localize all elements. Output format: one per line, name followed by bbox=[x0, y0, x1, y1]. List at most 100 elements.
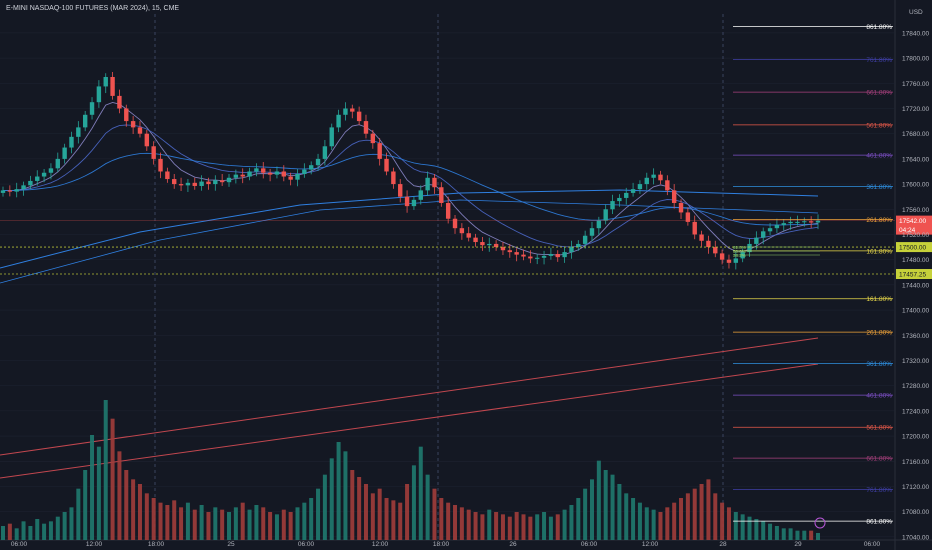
price-level-label: 17542.00 bbox=[899, 218, 926, 225]
volume-bar bbox=[220, 509, 225, 540]
candle bbox=[96, 86, 102, 103]
candle bbox=[493, 243, 499, 248]
candle bbox=[370, 133, 376, 144]
volume-bar bbox=[589, 479, 594, 540]
volume-bar bbox=[144, 493, 149, 540]
candle bbox=[815, 220, 821, 223]
candle bbox=[624, 192, 629, 198]
volume-bar bbox=[596, 460, 601, 540]
candle bbox=[240, 174, 245, 177]
candle bbox=[521, 254, 526, 257]
candle bbox=[82, 114, 88, 128]
volume-bar bbox=[542, 512, 547, 540]
fib-label: 861.80% bbox=[866, 24, 892, 31]
candle bbox=[651, 174, 656, 178]
y-tick-label: 17760.00 bbox=[902, 81, 929, 88]
volume-bar bbox=[446, 502, 451, 540]
fib-label: 761.80% bbox=[866, 57, 892, 64]
candle bbox=[213, 180, 218, 185]
candle bbox=[802, 221, 807, 223]
volume-bar bbox=[14, 528, 19, 540]
candles bbox=[0, 71, 821, 270]
candle bbox=[302, 169, 307, 175]
candle bbox=[699, 234, 704, 241]
candle bbox=[439, 187, 444, 203]
volume-bar bbox=[48, 521, 53, 540]
candle bbox=[35, 176, 40, 181]
volume-bar bbox=[213, 507, 218, 540]
fib-label: 561.80% bbox=[866, 425, 892, 432]
chart-title: E-MINI NASDAQ-100 FUTURES (MAR 2024), 15… bbox=[6, 5, 180, 12]
volume-bar bbox=[261, 507, 266, 540]
candle bbox=[541, 255, 547, 258]
candle bbox=[21, 185, 26, 190]
candle bbox=[89, 102, 95, 115]
candle bbox=[418, 190, 423, 200]
volume-bar bbox=[350, 470, 355, 540]
y-tick-label: 17560.00 bbox=[902, 207, 929, 214]
candle bbox=[356, 111, 362, 122]
candle bbox=[767, 228, 773, 232]
volume-bar bbox=[405, 484, 410, 540]
candle bbox=[69, 136, 74, 148]
candle bbox=[398, 184, 403, 197]
candle bbox=[62, 147, 67, 159]
y-tick-label: 17360.00 bbox=[902, 333, 929, 340]
fib-label: 161.80% bbox=[866, 248, 892, 255]
volume-bar bbox=[795, 530, 800, 540]
volume-bar bbox=[357, 477, 362, 540]
volume-bar bbox=[206, 512, 211, 540]
candle bbox=[137, 127, 143, 134]
volume-bar bbox=[453, 505, 458, 540]
volume-bar bbox=[117, 451, 122, 540]
volume-bar bbox=[583, 488, 588, 540]
candle bbox=[733, 258, 739, 263]
candle bbox=[165, 171, 170, 180]
x-tick-label: 26 bbox=[509, 541, 517, 548]
candle bbox=[144, 133, 150, 147]
fib-label: 361.80% bbox=[866, 361, 892, 368]
candle bbox=[281, 171, 286, 177]
volume-bar bbox=[343, 451, 348, 540]
flash-icon[interactable] bbox=[814, 517, 826, 529]
candle bbox=[774, 225, 780, 229]
x-tick-label: 12:00 bbox=[642, 541, 659, 548]
volume-bar bbox=[535, 514, 540, 540]
y-tick-label: 17520.00 bbox=[902, 232, 929, 239]
volume-bar bbox=[774, 526, 779, 540]
candle bbox=[726, 259, 732, 263]
candle bbox=[377, 143, 382, 159]
fib-label: 38.2% bbox=[733, 253, 746, 258]
candle bbox=[404, 196, 410, 207]
candle bbox=[761, 231, 766, 238]
candle bbox=[48, 168, 54, 173]
candle bbox=[103, 76, 108, 87]
fibonacci-levels: 861.80% 761.80% 661.80% 561.80% 461.80% 361.8… bbox=[733, 24, 893, 526]
candle bbox=[637, 184, 643, 190]
candle bbox=[124, 108, 129, 122]
candle bbox=[445, 202, 451, 219]
fib-label: 261.80% bbox=[866, 217, 892, 224]
volume-bar bbox=[172, 500, 177, 540]
candle bbox=[55, 158, 60, 169]
candle bbox=[644, 177, 649, 185]
volume-bar bbox=[679, 498, 684, 540]
volume-bar bbox=[83, 470, 88, 540]
fib-label: 361.80% bbox=[866, 184, 892, 191]
volume-bar bbox=[62, 512, 67, 540]
candle bbox=[452, 218, 458, 229]
candle bbox=[185, 182, 191, 186]
volume-bar bbox=[665, 507, 670, 540]
volume-bar bbox=[254, 505, 259, 540]
time-axis: 06:00 12:00 18:00 25 06:00 12:00 18:00 26 06:00 1… bbox=[11, 541, 881, 548]
volume-bar bbox=[555, 514, 560, 540]
x-tick-label: 06:00 bbox=[581, 541, 598, 548]
candle bbox=[589, 228, 595, 236]
candle bbox=[630, 189, 636, 193]
volume-bar bbox=[802, 530, 807, 540]
candle bbox=[788, 221, 793, 224]
y-tick-label: 17320.00 bbox=[902, 358, 929, 365]
volume-bar bbox=[514, 512, 519, 540]
y-tick-label: 17080.00 bbox=[902, 509, 929, 516]
